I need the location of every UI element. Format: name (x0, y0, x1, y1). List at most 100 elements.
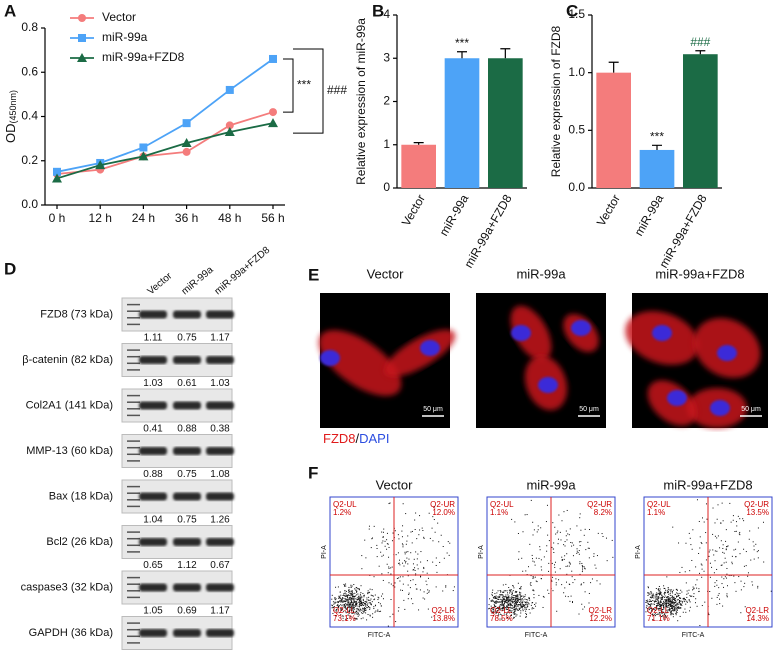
event (587, 541, 589, 543)
series-line (56, 58, 274, 173)
event (497, 607, 499, 609)
event (508, 604, 510, 606)
event (729, 502, 731, 504)
event (331, 604, 333, 606)
event (516, 614, 518, 616)
event (355, 603, 357, 605)
event (344, 600, 346, 602)
event (410, 531, 412, 533)
event (350, 616, 352, 618)
event (449, 542, 451, 544)
event (533, 561, 535, 563)
event (353, 597, 355, 599)
event (376, 556, 378, 558)
event (509, 590, 511, 592)
event (580, 583, 582, 585)
event (498, 598, 500, 600)
event (359, 606, 361, 608)
y-axis-label: Relative expression of miR-99a (354, 18, 368, 185)
event (397, 610, 399, 612)
event (381, 555, 383, 557)
event (709, 576, 711, 578)
event (353, 607, 355, 609)
event (556, 532, 558, 534)
event (445, 585, 447, 587)
event (656, 594, 658, 596)
event (563, 558, 565, 560)
event (657, 589, 659, 591)
event (373, 576, 375, 578)
event (518, 600, 520, 602)
event (501, 604, 503, 606)
event (535, 605, 537, 607)
event (344, 590, 346, 592)
event (378, 597, 380, 599)
event (515, 595, 517, 597)
event (347, 597, 349, 599)
quadrant-value: 1.1% (647, 508, 665, 517)
event (500, 590, 502, 592)
event (657, 588, 659, 590)
event (348, 610, 350, 612)
event (346, 595, 348, 597)
event (361, 596, 363, 598)
event (340, 600, 342, 602)
event (676, 592, 678, 594)
event (490, 608, 492, 610)
protein-label: Col2A1 (141 kDa) (26, 399, 113, 411)
event (756, 551, 758, 553)
event (735, 548, 737, 550)
event (425, 580, 427, 582)
y-tick-label: 0 (383, 180, 390, 194)
event (358, 596, 360, 598)
event (424, 598, 426, 600)
event (353, 601, 355, 603)
event (686, 600, 688, 602)
event (340, 594, 342, 596)
event (348, 613, 350, 615)
event (343, 585, 345, 587)
event (513, 606, 515, 608)
scale-label: 50 μm (579, 406, 599, 413)
event (355, 589, 357, 591)
event (419, 589, 421, 591)
cell-body (318, 330, 402, 396)
event (584, 568, 586, 570)
event (525, 612, 527, 614)
event (508, 589, 510, 591)
y-tick-label: 2 (383, 94, 390, 108)
event (659, 608, 661, 610)
event (491, 612, 493, 614)
event (412, 579, 414, 581)
event (355, 617, 357, 619)
event (658, 590, 660, 592)
event (381, 531, 383, 533)
event (342, 598, 344, 600)
event (358, 588, 360, 590)
event (350, 602, 352, 604)
event (529, 543, 531, 545)
event (662, 603, 664, 605)
event (357, 607, 359, 609)
band (139, 356, 167, 364)
event (652, 593, 654, 595)
event (653, 595, 655, 597)
event (354, 617, 356, 619)
event (525, 608, 527, 610)
event (407, 584, 409, 586)
x-axis-label: FITC-A (682, 632, 705, 639)
event (726, 585, 728, 587)
event (693, 588, 695, 590)
event (716, 568, 718, 570)
event (507, 602, 509, 604)
event (404, 553, 406, 555)
event (532, 577, 534, 579)
event (348, 591, 350, 593)
event (369, 607, 371, 609)
plot-title: miR-99a (526, 477, 576, 492)
event (657, 608, 659, 610)
event (753, 549, 755, 551)
event (667, 606, 669, 608)
event (492, 596, 494, 598)
event (516, 608, 518, 610)
